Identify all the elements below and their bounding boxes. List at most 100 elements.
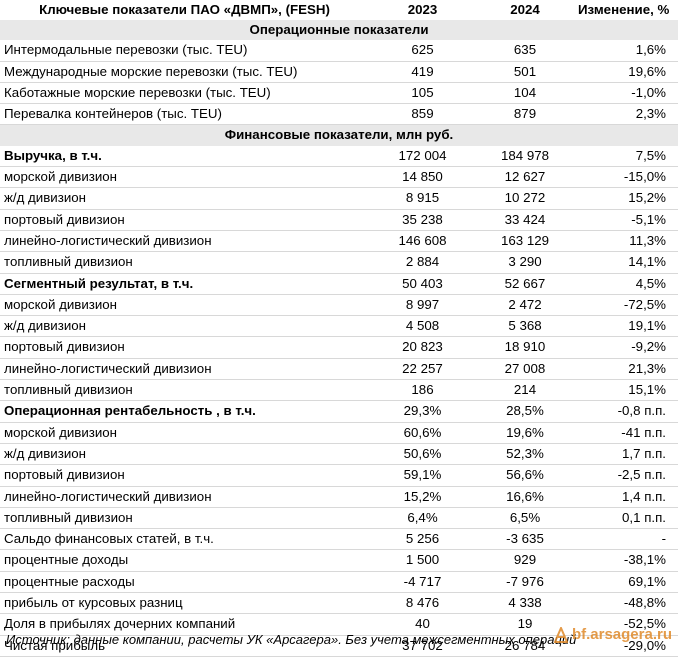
- table-title: Ключевые показатели ПАО «ДВМП», (FESH): [39, 2, 330, 17]
- table-row: портовый дивизион 59,1% 56,6% -2,5 п.п.: [0, 464, 678, 487]
- value-2023: 6,4%: [369, 507, 476, 530]
- arsagera-logo-icon: [553, 624, 569, 643]
- table-row: ж/д дивизион 4 508 5 368 19,1%: [0, 315, 678, 338]
- row-label: топливный дивизион: [0, 507, 369, 530]
- value-change: 1,6%: [574, 40, 678, 62]
- value-change: -15,0%: [574, 166, 678, 189]
- value-2024: 5 368: [476, 315, 574, 338]
- value-2024: 4 338: [476, 592, 574, 615]
- table-row: морской дивизион 60,6% 19,6% -41 п.п.: [0, 422, 678, 444]
- value-2023: 15,2%: [369, 486, 476, 508]
- value-change: 4,5%: [574, 273, 678, 295]
- table-row: ж/д дивизион 50,6% 52,3% 1,7 п.п.: [0, 443, 678, 466]
- value-change: 15,1%: [574, 379, 678, 402]
- table-row: портовый дивизион 20 823 18 910 -9,2%: [0, 336, 678, 359]
- value-2024: 3 290: [476, 251, 574, 274]
- table-row: линейно-логистический дивизион 22 257 27 0…: [0, 358, 678, 381]
- value-change: -1,0%: [574, 82, 678, 105]
- value-change: -41 п.п.: [574, 422, 678, 444]
- value-change: 21,3%: [574, 358, 678, 381]
- value-2024: 6,5%: [476, 507, 574, 530]
- value-2024: 12 627: [476, 166, 574, 189]
- row-label: процентные доходы: [0, 549, 369, 572]
- value-change: 1,7 п.п.: [574, 443, 678, 466]
- value-2023: 146 608: [369, 230, 476, 253]
- value-change: 7,5%: [574, 145, 678, 168]
- value-2023: 625: [369, 40, 476, 62]
- table-row: Доля в прибылях дочерних компаний 40 19 -52…: [0, 613, 678, 636]
- value-2023: 50,6%: [369, 443, 476, 466]
- value-2024: 10 272: [476, 187, 574, 210]
- section-financial-title: Финансовые показатели, млн руб.: [0, 124, 678, 146]
- row-label: портовый дивизион: [0, 336, 369, 359]
- value-2024: 18 910: [476, 336, 574, 359]
- row-label: Каботажные морские перевозки (тыс. TEU): [0, 82, 369, 105]
- row-label: ж/д дивизион: [0, 187, 369, 210]
- watermark-text: bf.arsagera.ru: [571, 626, 672, 643]
- table-header-row: Ключевые показатели ПАО «ДВМП», (FESH) 2…: [0, 0, 678, 20]
- value-2023: 29,3%: [369, 400, 476, 423]
- table-row: Сальдо финансовых статей, в т.ч. 5 256 -3 …: [0, 528, 678, 551]
- value-change: -48,8%: [574, 592, 678, 615]
- value-2024: 19,6%: [476, 422, 574, 444]
- col-header-2024: 2024: [510, 2, 540, 17]
- value-2023: 20 823: [369, 336, 476, 359]
- value-2023: 40: [369, 613, 476, 636]
- value-change: -29,0%: [574, 635, 678, 657]
- value-change: -52,5%: [574, 613, 678, 636]
- row-label: Интермодальные перевозки (тыс. TEU): [0, 40, 369, 62]
- row-label: топливный дивизион: [0, 251, 369, 274]
- value-2024: 28,5%: [476, 400, 574, 423]
- value-2023: 105: [369, 82, 476, 105]
- value-2023: 1 500: [369, 549, 476, 572]
- row-label: прибыль от курсовых разниц: [0, 592, 369, 615]
- value-2024: -7 976: [476, 571, 574, 594]
- value-change: -: [574, 528, 678, 551]
- value-2024: 33 424: [476, 209, 574, 231]
- row-label: Сальдо финансовых статей, в т.ч.: [0, 528, 369, 551]
- value-2024: -3 635: [476, 528, 574, 551]
- watermark: bf.arsagera.ru: [553, 624, 672, 643]
- table-row: линейно-логистический дивизион 15,2% 16,6%…: [0, 486, 678, 508]
- row-label: процентные расходы: [0, 571, 369, 594]
- source-note: Источник: данные компании, расчеты УК «А…: [6, 632, 577, 647]
- row-label: топливный дивизион: [0, 379, 369, 402]
- table-row: Операционная рентабельность , в т.ч. 29,3…: [0, 400, 678, 423]
- value-2024: 929: [476, 549, 574, 572]
- row-label: ж/д дивизион: [0, 315, 369, 338]
- value-2023: 8 476: [369, 592, 476, 615]
- value-2023: -4 717: [369, 571, 476, 594]
- value-2023: 2 884: [369, 251, 476, 274]
- row-label: Сегментный результат, в т.ч.: [0, 273, 369, 295]
- table-row: Выручка, в т.ч. 172 004 184 978 7,5%: [0, 145, 678, 168]
- value-change: -2,5 п.п.: [574, 464, 678, 487]
- row-label: Международные морские перевозки (тыс. TE…: [0, 61, 369, 83]
- value-change: -5,1%: [574, 209, 678, 231]
- table-row: процентные расходы -4 717 -7 976 69,1%: [0, 571, 678, 594]
- table-row: линейно-логистический дивизион 146 608 163…: [0, 230, 678, 253]
- value-2023: 60,6%: [369, 422, 476, 444]
- value-2023: 8 915: [369, 187, 476, 210]
- value-change: 19,6%: [574, 61, 678, 83]
- value-change: -38,1%: [574, 549, 678, 572]
- row-label: морской дивизион: [0, 166, 369, 189]
- table-row: морской дивизион 8 997 2 472 -72,5%: [0, 294, 678, 317]
- value-2023: 8 997: [369, 294, 476, 317]
- table-row: Чистая прибыль 37 702 26 784 -29,0%: [0, 635, 678, 657]
- value-change: -72,5%: [574, 294, 678, 317]
- row-label: Чистая прибыль: [0, 635, 369, 657]
- value-2023: 4 508: [369, 315, 476, 338]
- value-2024: 19: [476, 613, 574, 636]
- row-label: портовый дивизион: [0, 209, 369, 231]
- value-2023: 172 004: [369, 145, 476, 168]
- table-row: портовый дивизион 35 238 33 424 -5,1%: [0, 209, 678, 231]
- value-2023: 37 702: [369, 635, 476, 657]
- value-change: 19,1%: [574, 315, 678, 338]
- table-row: Сегментный результат, в т.ч. 50 403 52 667…: [0, 273, 678, 295]
- row-label: Выручка, в т.ч.: [0, 145, 369, 168]
- value-change: -9,2%: [574, 336, 678, 359]
- value-2023: 50 403: [369, 273, 476, 295]
- row-label: Доля в прибылях дочерних компаний: [0, 613, 369, 636]
- value-2024: 56,6%: [476, 464, 574, 487]
